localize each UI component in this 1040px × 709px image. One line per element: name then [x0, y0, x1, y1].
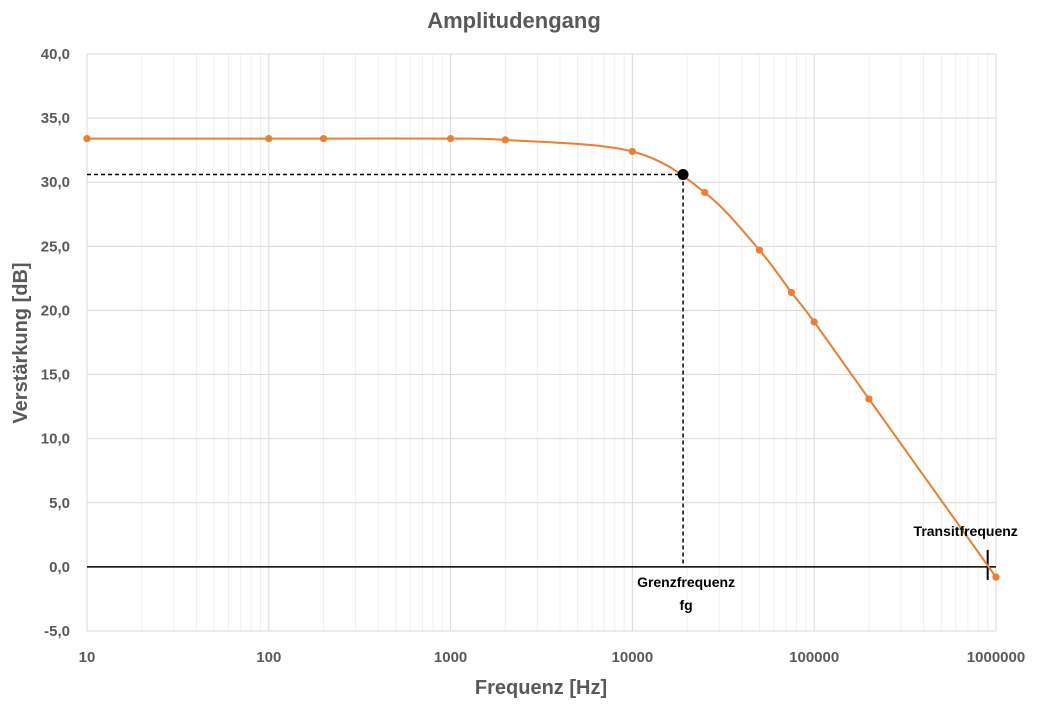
x-tick-label: 1000	[434, 649, 467, 666]
data-point	[755, 246, 764, 254]
x-axis-title: Frequenz [Hz]	[475, 677, 607, 699]
y-tick-label: -5,0	[44, 623, 70, 640]
y-tick-label: 10,0	[41, 431, 70, 448]
x-tick-label: 1000000	[967, 649, 1025, 666]
y-tick-label: 40,0	[41, 46, 70, 63]
annotation-cutoff-line2: fg	[679, 597, 692, 613]
data-point	[628, 147, 637, 156]
y-tick-label: 35,0	[41, 110, 70, 127]
x-tick-label: 100	[256, 649, 281, 666]
y-tick-label: 5,0	[49, 495, 70, 512]
data-point	[447, 135, 455, 143]
data-point	[319, 135, 328, 143]
annotation-cutoff-line1: Grenzfrequenz	[637, 574, 735, 590]
reference-lines	[87, 173, 996, 580]
annotation-transit: Transitfrequenz	[914, 523, 1018, 539]
y-tick-label: 20,0	[41, 302, 70, 319]
y-axis-title: Verstärkung [dB]	[10, 262, 32, 423]
data-point	[787, 288, 796, 297]
data-point	[865, 395, 873, 403]
chart-title: Amplitudengang	[427, 8, 601, 33]
y-tick-label: 15,0	[41, 367, 70, 384]
x-tick-label: 100000	[789, 649, 839, 666]
y-tick-label: 0,0	[49, 559, 70, 576]
x-tick-label: 10000	[612, 649, 654, 666]
data-point	[83, 135, 91, 143]
tick-labels: 10 100 1000 10000 100000 1000000 -5,0 0,0 5,0 10,…	[41, 46, 1025, 666]
data-point	[810, 318, 818, 326]
y-tick-label: 25,0	[41, 238, 70, 255]
data-point	[265, 135, 273, 143]
x-tick-label: 10	[79, 649, 96, 666]
data-point	[501, 136, 509, 144]
data-point	[992, 573, 1000, 581]
series-layer	[83, 135, 1000, 581]
grid	[86, 53, 997, 632]
y-tick-label: 30,0	[41, 174, 70, 191]
series-line	[87, 137, 997, 578]
data-point	[701, 188, 709, 197]
cutoff-point	[677, 169, 689, 181]
